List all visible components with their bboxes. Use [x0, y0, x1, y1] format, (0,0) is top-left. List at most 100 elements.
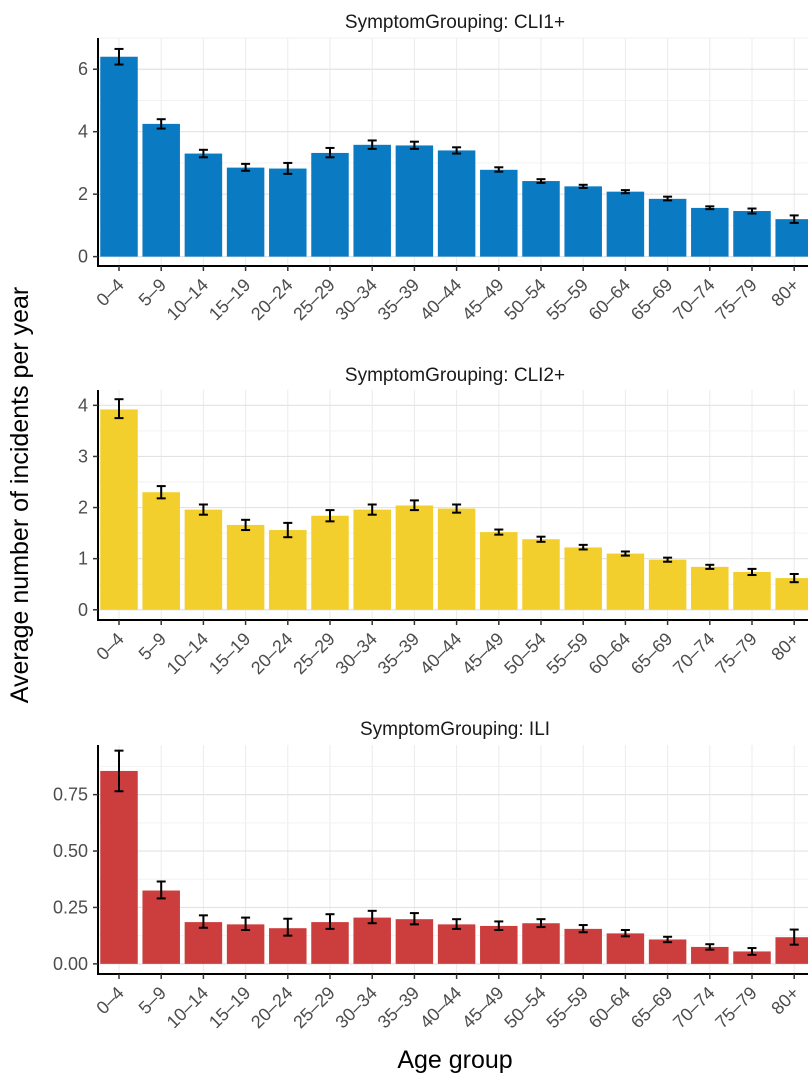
x-tick-label: 75–79: [711, 983, 761, 1033]
bar: [437, 150, 476, 257]
bar: [648, 559, 687, 610]
error-bar: [452, 146, 462, 155]
x-tick-label: 35–39: [374, 275, 424, 325]
error-bar: [325, 509, 335, 523]
panel-1: SymptomGrouping: CLI1+ 0 2 4 6 0–4 5–910–1415–…: [78, 12, 808, 324]
bar: [269, 168, 307, 257]
error-bar: [705, 205, 715, 211]
bar: [226, 524, 265, 610]
x-tick-label: 40–44: [416, 983, 466, 1033]
bar: [311, 152, 349, 257]
error-bar: [452, 918, 462, 930]
error-bar: [114, 398, 124, 420]
error-bar: [156, 880, 166, 900]
bar: [606, 553, 645, 610]
error-bar: [705, 943, 715, 951]
x-tick-label: 5–9: [135, 983, 170, 1018]
y-axis-title: Average number of incidents per year: [6, 287, 34, 703]
panel-title: SymptomGrouping: ILI: [360, 719, 550, 740]
bar: [522, 181, 560, 257]
x-tick-label: 10–14: [163, 275, 213, 325]
y-tick-label: 0.75: [53, 785, 88, 805]
y-tick-label: 2: [78, 498, 88, 518]
x-tick-label: 55–59: [542, 983, 592, 1033]
x-tick-label: 20–24: [247, 983, 297, 1033]
error-bar: [325, 913, 335, 930]
error-bar: [198, 914, 208, 929]
bar: [353, 144, 391, 257]
x-tick-label: 45–49: [458, 275, 508, 325]
x-tick-label: 0–4: [92, 275, 127, 310]
bar: [184, 509, 223, 610]
bar: [775, 578, 808, 610]
bar: [100, 409, 138, 610]
bar: [142, 890, 180, 964]
bar: [437, 508, 476, 610]
x-tick-label: 60–64: [585, 983, 635, 1033]
x-tick-label: 80+: [767, 983, 803, 1019]
y-tick-label: 0: [78, 600, 88, 620]
error-bar: [241, 916, 251, 932]
x-tick-label: 50–54: [500, 983, 550, 1033]
x-tick-label: 0–4: [92, 629, 127, 664]
error-bar: [536, 535, 546, 543]
error-bar: [663, 195, 673, 202]
y-tick-label: 4: [78, 395, 88, 415]
error-bar: [578, 543, 588, 551]
x-tick-label: 55–59: [542, 275, 592, 325]
x-tick-label: 5–9: [135, 629, 170, 664]
bar: [733, 211, 771, 257]
x-tick-label: 35–39: [374, 629, 424, 679]
bar: [522, 539, 560, 610]
error-bar: [114, 749, 124, 793]
bar: [775, 219, 808, 257]
error-bar: [494, 528, 504, 536]
x-tick-label: 30–34: [331, 275, 381, 325]
error-bar: [578, 183, 588, 189]
error-bar: [198, 148, 208, 159]
y-tick-label: 2: [78, 184, 88, 204]
bar: [606, 933, 645, 964]
bar: [437, 924, 476, 964]
y-tick-label: 4: [78, 122, 88, 142]
error-bar: [494, 920, 504, 932]
y-tick-label: 0.50: [53, 841, 88, 861]
error-bar: [789, 573, 799, 584]
panel-title: SymptomGrouping: CLI1+: [345, 12, 565, 33]
x-tick-label: 40–44: [416, 629, 466, 679]
error-bar: [705, 563, 715, 570]
bar: [184, 922, 223, 964]
error-bar: [325, 146, 335, 159]
y-tick-label: 0: [78, 247, 88, 267]
bar: [522, 923, 560, 964]
bar: [226, 167, 265, 257]
error-bar: [409, 499, 419, 512]
x-tick-label: 65–69: [627, 275, 677, 325]
error-bar: [620, 550, 630, 557]
bar: [142, 492, 180, 610]
bar: [480, 532, 518, 610]
bar: [311, 515, 349, 610]
y-tick-label: 0.00: [53, 954, 88, 974]
bar: [142, 123, 180, 257]
error-bar: [747, 207, 757, 215]
bar: [480, 169, 518, 257]
error-bar: [452, 503, 462, 514]
error-bar: [156, 485, 166, 500]
error-bar: [747, 567, 757, 577]
bar: [691, 946, 729, 964]
panel-title: SymptomGrouping: CLI2+: [345, 365, 565, 386]
x-tick-label: 55–59: [542, 629, 592, 679]
x-tick-label: 45–49: [458, 629, 508, 679]
x-axis-title: Age group: [397, 1046, 512, 1074]
x-tick-label: 25–29: [289, 275, 339, 325]
bar: [480, 925, 518, 964]
x-tick-label: 40–44: [416, 275, 466, 325]
x-tick-label: 25–29: [289, 629, 339, 679]
x-tick-label: 50–54: [500, 629, 550, 679]
bar: [733, 571, 771, 610]
x-tick-label: 30–34: [331, 983, 381, 1033]
x-tick-label: 15–19: [205, 983, 255, 1033]
